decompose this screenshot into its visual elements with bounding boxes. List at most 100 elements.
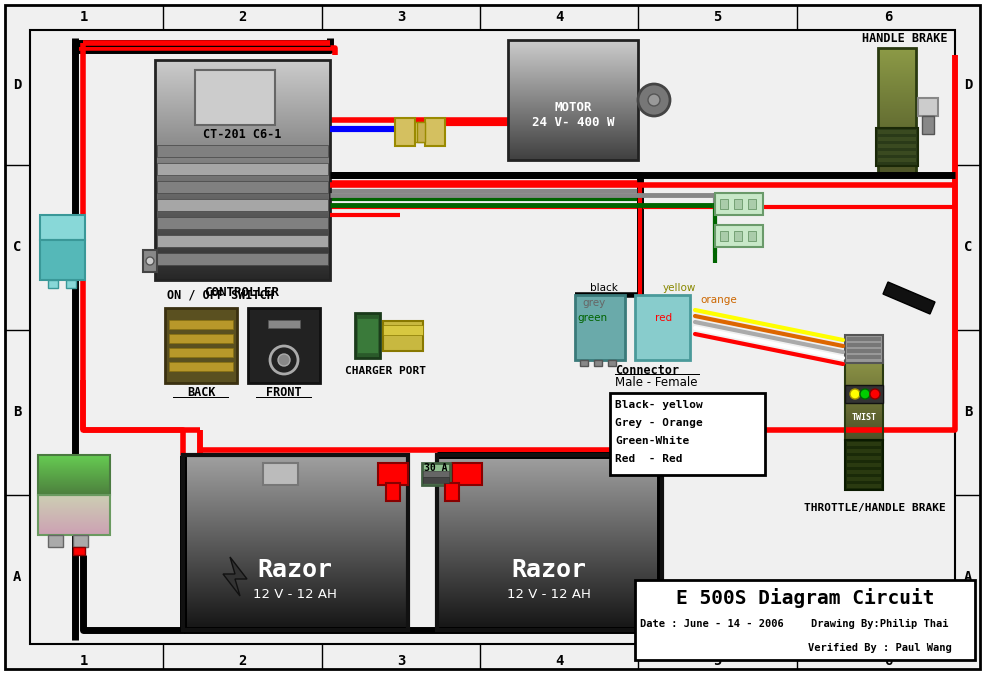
Bar bbox=[183, 482, 408, 483]
Bar bbox=[155, 178, 330, 179]
Bar bbox=[155, 211, 330, 212]
Bar bbox=[155, 144, 330, 145]
Bar bbox=[508, 44, 638, 45]
Bar bbox=[437, 588, 662, 589]
Bar bbox=[38, 482, 110, 483]
Bar bbox=[437, 469, 662, 470]
Bar bbox=[508, 105, 638, 106]
Bar bbox=[508, 147, 638, 148]
Bar bbox=[437, 460, 662, 461]
Bar bbox=[38, 505, 110, 506]
Bar bbox=[878, 84, 916, 85]
Bar bbox=[38, 464, 110, 465]
Text: Razor: Razor bbox=[257, 558, 333, 582]
Bar bbox=[183, 580, 408, 581]
Bar bbox=[734, 231, 742, 241]
Text: Date : June - 14 - 2006: Date : June - 14 - 2006 bbox=[640, 619, 784, 629]
Bar bbox=[38, 487, 110, 488]
Bar bbox=[878, 170, 916, 171]
Bar bbox=[183, 546, 408, 547]
Bar bbox=[845, 432, 883, 433]
Bar bbox=[155, 238, 330, 239]
Bar bbox=[38, 474, 110, 475]
Text: 6: 6 bbox=[884, 10, 892, 24]
Bar bbox=[38, 485, 110, 486]
Bar bbox=[437, 468, 662, 469]
Text: C: C bbox=[963, 240, 972, 254]
Bar bbox=[38, 492, 110, 493]
Bar bbox=[183, 597, 408, 598]
Bar bbox=[155, 195, 330, 196]
Bar bbox=[155, 276, 330, 277]
Bar bbox=[38, 519, 110, 520]
Bar bbox=[437, 518, 662, 519]
Bar bbox=[38, 478, 110, 479]
Bar bbox=[155, 251, 330, 252]
Bar bbox=[437, 623, 662, 624]
Bar bbox=[183, 518, 408, 519]
Bar bbox=[155, 119, 330, 120]
Bar bbox=[155, 122, 330, 123]
Bar bbox=[508, 111, 638, 112]
Bar bbox=[508, 54, 638, 55]
Bar bbox=[183, 515, 408, 516]
Bar bbox=[878, 55, 916, 56]
Bar bbox=[38, 459, 110, 460]
Bar bbox=[38, 507, 110, 508]
Bar bbox=[878, 95, 916, 96]
Bar bbox=[38, 531, 110, 532]
Polygon shape bbox=[916, 588, 961, 616]
Bar bbox=[183, 589, 408, 590]
Bar bbox=[878, 171, 916, 172]
Bar bbox=[155, 125, 330, 126]
Bar bbox=[845, 436, 883, 437]
Bar bbox=[183, 523, 408, 524]
Bar bbox=[437, 477, 662, 478]
Bar bbox=[508, 69, 638, 70]
Bar bbox=[508, 55, 638, 56]
Bar bbox=[155, 135, 330, 136]
Bar bbox=[878, 108, 916, 109]
Text: 2: 2 bbox=[237, 654, 246, 668]
Bar bbox=[437, 626, 662, 627]
Bar bbox=[155, 236, 330, 237]
Bar bbox=[437, 574, 662, 575]
Bar bbox=[508, 86, 638, 87]
Bar bbox=[437, 571, 662, 572]
Bar bbox=[38, 461, 110, 462]
Bar bbox=[183, 534, 408, 535]
Bar bbox=[155, 120, 330, 121]
Bar bbox=[437, 568, 662, 569]
Bar bbox=[508, 60, 638, 61]
Bar bbox=[155, 136, 330, 137]
Bar bbox=[508, 138, 638, 139]
Bar bbox=[155, 209, 330, 210]
Bar bbox=[155, 229, 330, 230]
Bar bbox=[878, 159, 916, 160]
Bar bbox=[508, 141, 638, 142]
Bar bbox=[183, 592, 408, 593]
Bar bbox=[508, 106, 638, 107]
Text: CT-201 C6-1: CT-201 C6-1 bbox=[203, 129, 281, 142]
Bar bbox=[508, 116, 638, 117]
Bar bbox=[183, 577, 408, 578]
Bar bbox=[437, 560, 662, 561]
Bar bbox=[38, 530, 110, 531]
Bar bbox=[183, 480, 408, 481]
Bar bbox=[508, 149, 638, 150]
Bar bbox=[878, 116, 916, 117]
Text: red: red bbox=[655, 313, 672, 323]
Bar bbox=[183, 495, 408, 496]
Bar bbox=[437, 483, 662, 484]
Bar bbox=[508, 93, 638, 94]
Bar bbox=[383, 321, 423, 351]
Bar bbox=[183, 627, 408, 628]
Bar bbox=[155, 240, 330, 241]
Bar bbox=[183, 475, 408, 476]
Bar bbox=[155, 270, 330, 271]
Bar bbox=[155, 274, 330, 275]
Bar bbox=[437, 600, 662, 601]
Bar bbox=[437, 494, 662, 495]
Bar bbox=[437, 531, 662, 532]
Bar bbox=[878, 114, 916, 115]
